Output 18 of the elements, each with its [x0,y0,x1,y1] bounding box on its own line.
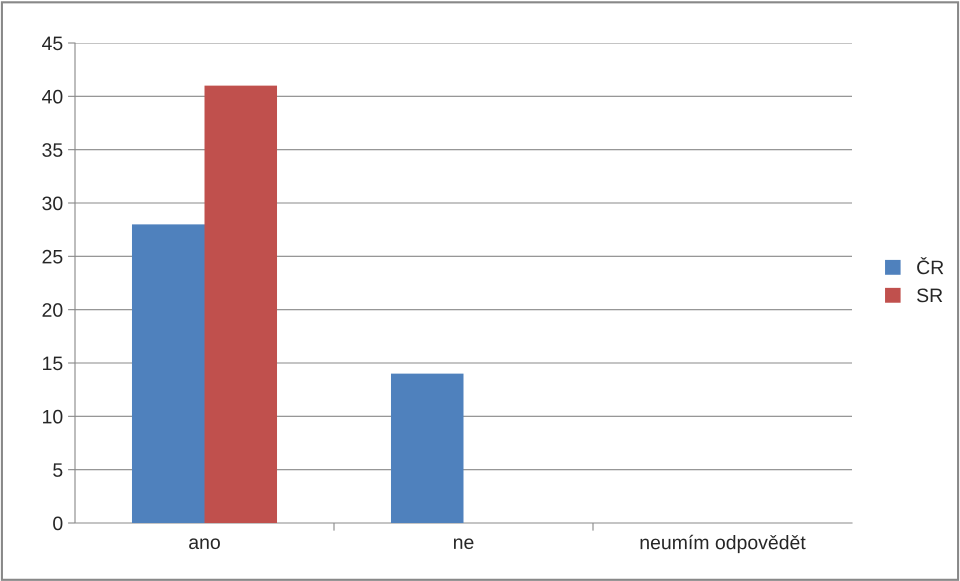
x-tick-label: ne [454,538,474,550]
y-tick-label: 20 [42,303,62,317]
y-tick-label: 25 [42,250,62,264]
x-tick-label: ano [189,538,220,550]
y-tick-label: 35 [42,143,62,157]
y-tick-label: 10 [43,410,62,424]
bar [390,374,464,523]
legend-label: ČR [917,257,944,274]
y-tick-label: 45 [42,36,62,50]
legend-label: SR [917,288,942,302]
x-tick-label: neumím odpovědět [640,534,806,554]
bar [204,86,278,523]
y-tick-label: 30 [42,196,62,210]
y-tick-label: 5 [53,463,62,477]
y-tick-label: 40 [42,90,62,104]
y-tick-label: 0 [53,516,62,530]
bar [132,224,204,523]
y-tick-label: 15 [43,356,62,370]
